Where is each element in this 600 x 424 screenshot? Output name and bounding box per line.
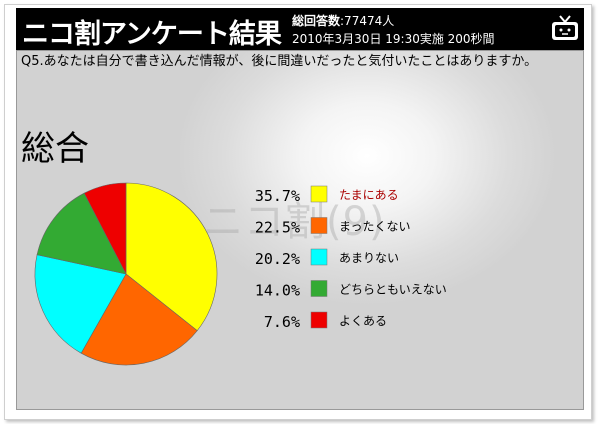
legend-swatch — [310, 248, 328, 266]
legend-percent: 22.5% — [255, 219, 300, 237]
page-title: ニコ割アンケート結果 — [22, 19, 282, 50]
pie-slice-1 — [125, 182, 218, 332]
legend-percent: 14.0% — [255, 282, 300, 300]
respondents-count: 総回答数:77474人 — [292, 12, 394, 29]
niconico-tv-icon — [552, 15, 578, 40]
legend-label: どちらともいえない — [339, 283, 447, 297]
chart-panel: Q5.あなたは自分で書き込んだ情報が、後に間違いだったと気付いたことはありますか… — [16, 50, 584, 410]
legend-swatch — [310, 311, 328, 329]
chart-title: 総合 — [21, 129, 89, 169]
legend-label: あまりない — [339, 251, 399, 265]
legend-label: たまにある — [339, 188, 399, 202]
result-header: ニコ割アンケート結果 総回答数:77474人 2010年3月30日 19:30実… — [16, 8, 584, 50]
legend-percent: 35.7% — [255, 187, 300, 205]
pie-slice-3 — [34, 254, 127, 354]
survey-info: 2010年3月30日 19:30実施 200秒間 — [292, 32, 495, 46]
pie-slice-4 — [36, 192, 127, 275]
niconico-watermark: ニコ割(9) — [203, 199, 386, 245]
respondents-value: :77474人 — [340, 14, 395, 28]
respondents-label: 総回答数 — [292, 14, 341, 28]
pie-slice-2 — [80, 273, 198, 366]
legend-swatch — [310, 217, 328, 234]
pie-chart: 35.7% たまにある 22.5% まったくない 20.2% あまりない 14.0% どちらと… — [34, 182, 447, 366]
question-text: Q5.あなたは自分で書き込んだ情報が、後に間違いだったと気付いたことはありますか… — [21, 54, 538, 69]
pie-slice-5 — [83, 182, 127, 275]
legend-percent: 20.2% — [255, 250, 300, 268]
legend-percent: 7.6% — [264, 313, 300, 331]
legend-swatch — [310, 185, 328, 203]
legend-label: まったくない — [339, 220, 411, 234]
legend-swatch — [310, 280, 328, 297]
legend-label: よくある — [339, 314, 387, 328]
